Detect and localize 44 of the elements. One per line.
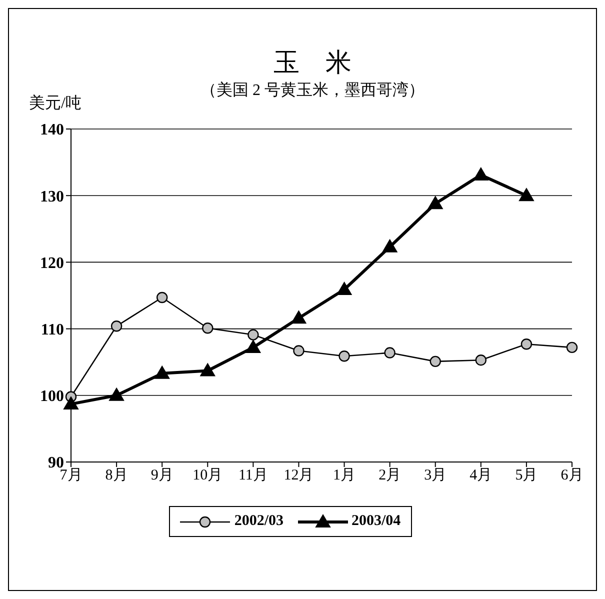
point (384, 347, 396, 358)
point (64, 396, 78, 410)
point (475, 354, 487, 366)
x-tick-label: 12月 (284, 468, 314, 484)
point (156, 292, 168, 304)
point (248, 329, 259, 340)
y-tick-label: 120 (40, 254, 64, 272)
y-tick-label: 130 (40, 188, 64, 206)
point (382, 239, 398, 252)
y-tick-label: 110 (40, 321, 64, 338)
point (200, 363, 216, 376)
point (428, 196, 443, 210)
point (566, 342, 578, 354)
point (518, 188, 534, 202)
point (293, 345, 304, 356)
chart-subtitle: （美国 2 号黄玉米，墨西哥湾） (200, 82, 424, 99)
y-tick-label: 100 (40, 388, 64, 406)
x-tick-label: 1月 (333, 468, 356, 484)
x-tick-label: 3月 (424, 468, 447, 484)
x-tick-label: 9月 (150, 468, 174, 484)
point (338, 350, 350, 362)
x-tick-label: 10月 (192, 468, 223, 484)
point (430, 356, 441, 368)
point (336, 282, 352, 296)
x-tick-label: 11月 (238, 468, 268, 484)
y-axis-title: 美元/吨 (29, 94, 82, 114)
point (154, 366, 170, 379)
x-tick-label: 8月 (105, 468, 128, 484)
x-tick-label: 7月 (60, 468, 82, 484)
point (202, 322, 214, 334)
point (291, 310, 306, 324)
legend-label: 2002/03 (234, 513, 284, 530)
point (246, 340, 261, 353)
legend-label: 2003/04 (352, 513, 401, 530)
chart-title: 玉 米 (272, 47, 352, 79)
point (110, 320, 122, 332)
x-tick-label: 5月 (515, 468, 538, 484)
x-tick-label: 6月 (560, 468, 584, 484)
point (109, 388, 124, 401)
point (473, 167, 488, 180)
x-tick-label: 2月 (378, 468, 402, 484)
x-tick-label: 4月 (470, 468, 492, 484)
point (520, 338, 532, 350)
y-tick-label: 140 (40, 122, 64, 139)
